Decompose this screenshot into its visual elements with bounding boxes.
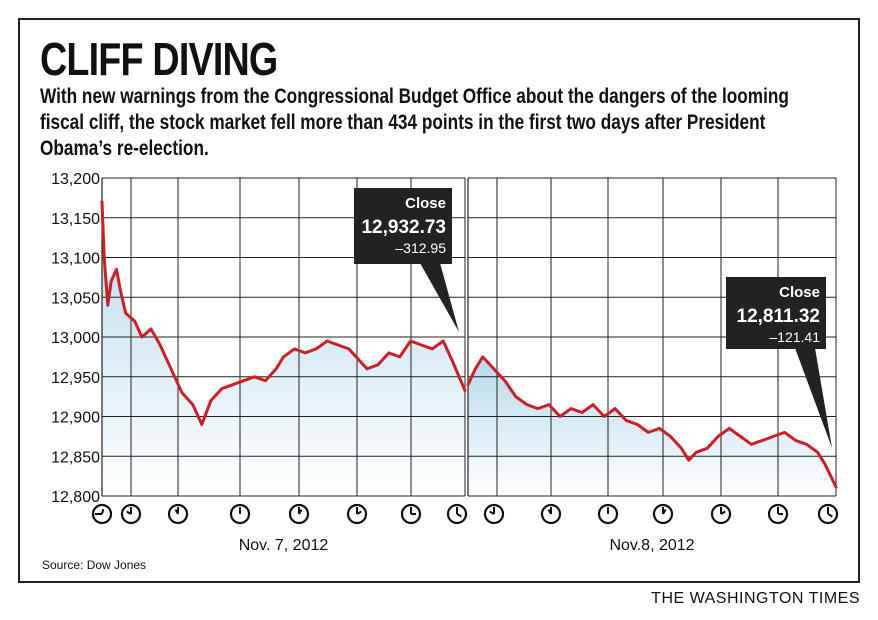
callout-change-value: –312.95 [395,240,446,256]
clock-1-icon [288,503,310,525]
callout-close-label: Close [405,195,446,212]
clock-2-icon [346,503,368,525]
callout-close-value: 12,932.73 [361,217,446,238]
callout-change-value: –121.41 [769,329,820,345]
y-tick-label: 12,800 [51,489,100,506]
chart-title: CLIFF DIVING [40,33,278,85]
series-line-day-1 [100,200,467,426]
clock-3-icon [767,503,789,525]
close-callout: Close 12,932.73 –312.95 [354,188,459,332]
callout-pointer [795,348,832,448]
clock-4-icon [817,503,839,525]
clock-12-icon [597,503,619,525]
x-day-label: Nov.8, 2012 [609,537,694,554]
series-line-day-2 [466,355,838,489]
callout-close-label: Close [779,284,820,301]
clock-3-icon [400,503,422,525]
callout-pointer [420,263,459,332]
y-tick-label: 13,100 [51,251,100,268]
clock-4-icon [446,503,468,525]
clock-9-30-icon [91,503,113,525]
chart-subtitle: With new warnings from the Congressional… [40,85,789,160]
clock-1-icon [652,503,674,525]
y-tick-label: 13,200 [51,171,100,188]
y-tick-label: 12,950 [51,370,100,387]
y-tick-label: 13,050 [51,290,100,307]
callout-close-value: 12,811.32 [737,306,820,327]
area-fill-day-2 [468,356,836,496]
source-note: Source: Dow Jones [42,558,147,572]
clock-11-icon [167,503,189,525]
y-tick-label: 12,850 [51,449,100,466]
callout-box [726,277,826,349]
clock-12-icon [229,503,251,525]
clock-11-icon [540,503,562,525]
clock-10-icon [120,503,142,525]
y-tick-label: 13,000 [51,330,100,347]
x-day-label: Nov. 7, 2012 [239,537,329,554]
clock-2-icon [710,503,732,525]
close-callout: Close 12,811.32 –121.41 [726,277,832,448]
area-fill-day-1 [102,201,465,497]
callout-box [354,188,452,264]
y-tick-label: 12,900 [51,410,100,427]
clock-10-icon [483,503,505,525]
y-tick-label: 13,150 [51,211,100,228]
publisher-credit: THE WASHINGTON TIMES [651,590,860,607]
